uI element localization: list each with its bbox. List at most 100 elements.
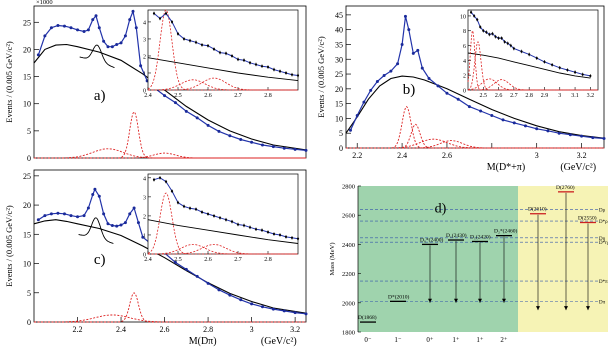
inset-x-tick-label: 2.9 [541,93,549,99]
inset-data-point [260,65,264,68]
inset-data-point [212,214,216,218]
inset-data-point [506,42,509,45]
state-label: D₁(2420) [470,233,491,240]
jp-label: 0⁺ [426,336,434,344]
jp-label: 1⁺ [452,336,460,344]
data-point [184,267,188,271]
decay-arrowhead [536,306,540,311]
data-point [195,116,199,120]
diagram-y-tick-label: 2600 [342,213,355,220]
inset-data-point [158,17,162,20]
data-point [271,307,275,311]
inset-data-point [497,37,500,40]
data-point [501,118,505,122]
data-point [139,64,143,68]
inset-x-tick-label: 2.8 [264,257,272,263]
inset-data-point [230,220,234,223]
data-point [173,260,177,264]
inset-data-point [206,212,210,216]
inset-y-tick-label: 10 [460,14,466,20]
data-point [43,34,47,38]
data-point [396,62,400,66]
data-point [82,214,86,218]
data-point [382,74,386,78]
inset-data-point [152,12,156,15]
data-point [416,48,420,52]
data-point [110,45,114,49]
known-states-region [358,186,518,332]
data-point [535,127,539,131]
inset-data-point [535,57,538,60]
data-point [217,288,221,292]
inset-data-point [551,63,554,66]
data-point [62,24,66,28]
data-point [86,28,90,32]
inset-x-tick-label: 2.7 [234,257,242,263]
inset-data-point [272,68,276,71]
data-point [512,121,516,125]
inset-y-tick-label: 3 [143,37,146,43]
y-tick-label: 15 [23,73,31,82]
state-label: D(1868) [358,314,377,321]
state-label: D₂*(2460) [494,228,517,235]
inset-data-point [218,216,222,219]
inset-data-point [581,73,584,76]
jp-label: 1⁺ [476,336,484,344]
x-axis-unit: (GeV/c²) [261,336,297,347]
inset-y-tick-label: 2 [463,74,466,80]
background-curve [33,43,307,151]
decay-arrowhead [502,298,506,303]
data-point [228,293,232,297]
inset-data-point [206,44,210,47]
x-tick-label: 2.6 [160,325,170,334]
inset-data-point [194,208,198,211]
inset-y-tick-label: 1 [143,233,146,239]
data-point [602,137,606,141]
y-tick-label: 10 [335,114,343,123]
inset-y-tick-label: 6 [463,44,466,50]
y-axis-label: Events / (0.005 GeV/c²) [4,41,14,123]
panel-label: b) [403,82,416,98]
panel-label: a) [94,88,106,104]
data-point [91,18,95,22]
inset-data-point [188,39,192,42]
x-tick-label: 2.4 [116,325,126,334]
inset-data-point [558,66,561,69]
inset-x-tick-label: 2.6 [204,257,212,263]
data-point [97,194,101,198]
data-point [580,134,584,138]
data-point [467,105,471,109]
inset-y-tick-label: 8 [463,29,466,35]
signal-peak-curve [34,152,306,159]
inset-x-tick-label: 2.5 [174,257,182,263]
data-point [123,221,127,225]
inset-data-point [224,218,228,221]
inset-data-point [218,51,222,54]
inset-data-point [512,47,515,50]
inset-data-point [164,180,168,183]
diagram-y-axis-label: Mass (MeV) [329,242,336,275]
data-point [304,148,308,152]
feed-down-curve [79,44,115,69]
inset-x-tick-label: 2.7 [510,93,518,99]
data-point [136,221,140,225]
data-point [445,91,449,95]
data-point [163,94,167,98]
inset-data-point [152,178,156,181]
x-tick-label: 3.2 [577,151,587,160]
y-tick-label: 25 [335,70,343,79]
inset-data-point [278,70,282,73]
data-point [271,145,275,149]
data-point [523,124,527,128]
inset-data-point [296,74,300,77]
inset-y-tick-label: 0 [143,89,146,95]
x-tick-label: 3.2 [290,325,300,334]
y-tick-label: 30 [335,55,343,64]
data-point [427,76,431,80]
inset-data-point [566,68,569,72]
y-tick-label: 35 [335,40,343,49]
data-point [128,212,132,216]
